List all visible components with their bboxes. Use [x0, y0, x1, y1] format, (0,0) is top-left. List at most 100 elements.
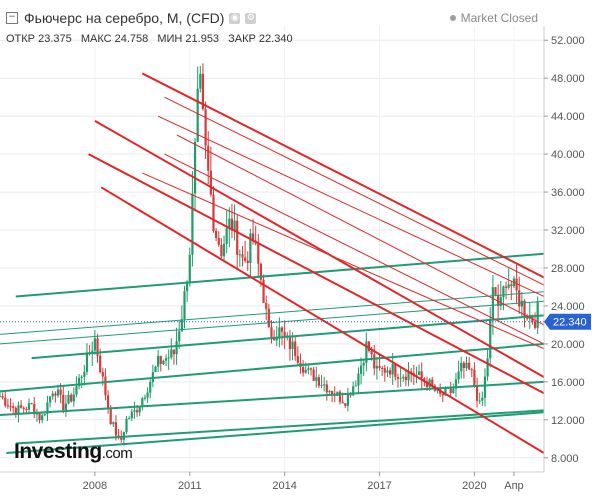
candle-body — [48, 396, 52, 403]
candle-up — [375, 356, 378, 380]
candle-up — [222, 235, 226, 263]
candle-body — [22, 407, 25, 409]
candle-body — [423, 378, 426, 382]
candle-body — [112, 422, 115, 425]
candle-body — [373, 354, 376, 369]
candle-body — [249, 233, 252, 264]
candle-down — [449, 382, 452, 397]
candle-body — [164, 358, 168, 361]
candle-body — [167, 357, 170, 359]
candle-body — [515, 278, 518, 291]
candle-up — [233, 204, 236, 241]
candle-down — [404, 369, 407, 387]
candle-body — [133, 410, 136, 412]
candle-up — [154, 365, 157, 373]
candle-up — [402, 374, 405, 382]
current-price-tag-bg — [544, 313, 591, 330]
candle-down — [217, 231, 220, 248]
candle-body — [375, 365, 378, 369]
candle-up — [170, 338, 173, 360]
candle-up — [399, 367, 402, 387]
candle-body — [468, 362, 471, 370]
candle-body — [320, 384, 323, 386]
candle-up — [359, 357, 363, 385]
trend-lines — [0, 72, 544, 455]
green-trend-line — [0, 300, 544, 345]
candle-down — [159, 355, 162, 372]
candle-up — [191, 170, 194, 267]
collapse-icon[interactable]: − — [6, 12, 18, 24]
candle-up — [75, 376, 78, 398]
candle-body — [518, 290, 521, 307]
candle-down — [504, 281, 508, 300]
green-trend-line — [15, 252, 544, 298]
candle-down — [283, 320, 286, 350]
candle-body — [280, 327, 284, 332]
candle-down — [475, 377, 479, 408]
candle-body — [12, 406, 15, 408]
candle-down — [338, 389, 342, 405]
candle-body — [470, 369, 473, 371]
gear-icon[interactable]: ⚙ — [245, 12, 257, 24]
candle-up — [125, 415, 128, 434]
candle-body — [178, 331, 181, 342]
candle-down — [215, 227, 218, 241]
candle-body — [175, 341, 178, 355]
candle-up — [323, 376, 326, 392]
candle-body — [278, 327, 281, 337]
candle-down — [330, 390, 334, 403]
candle-body — [378, 365, 381, 369]
high-label: МАКС — [80, 33, 112, 45]
candle-body — [99, 355, 102, 373]
candle-body — [162, 360, 165, 365]
candle-down — [270, 320, 273, 344]
candle-down — [38, 412, 41, 424]
candle-down — [388, 367, 392, 378]
candle-down — [267, 303, 270, 328]
candle-body — [233, 220, 236, 231]
candle-body — [114, 422, 118, 436]
candle-down — [257, 234, 260, 279]
y-tick-label: 8.000 — [551, 453, 579, 465]
eye-icon[interactable]: ◉ — [229, 12, 241, 24]
candle-body — [465, 362, 468, 369]
candle-body — [14, 407, 17, 415]
candle-body — [183, 291, 186, 320]
candle-up — [193, 137, 197, 210]
candle-body — [302, 367, 305, 373]
low-value: 21.953 — [185, 33, 220, 45]
candle-body — [154, 366, 157, 373]
candle-body — [125, 418, 128, 433]
y-tick-label: 32.000 — [551, 225, 585, 237]
y-tick-label: 16.000 — [551, 377, 585, 389]
candle-up — [27, 398, 31, 413]
candle-up — [72, 387, 75, 407]
candle-body — [510, 284, 513, 287]
candle-body — [204, 109, 207, 146]
candle-down — [54, 391, 57, 403]
candle-up — [133, 401, 136, 419]
candle-body — [236, 220, 239, 255]
candle-body — [77, 377, 81, 387]
candle-body — [462, 362, 465, 369]
candle-up — [452, 383, 455, 394]
candle-body — [75, 386, 78, 395]
candle-body — [30, 403, 33, 405]
candle-body — [120, 436, 123, 440]
candle-up — [225, 210, 228, 254]
candle-body — [1, 396, 4, 398]
candle-body — [83, 371, 86, 377]
candle-body — [478, 400, 481, 402]
candle-up — [275, 325, 278, 347]
candle-body — [196, 88, 199, 142]
green-trend-line — [31, 314, 544, 360]
candle-body — [417, 371, 421, 375]
candle-up — [196, 66, 199, 143]
candle-body — [309, 368, 313, 370]
candle-body — [262, 279, 265, 303]
candle-up — [143, 394, 147, 401]
candle-body — [93, 338, 96, 351]
candle-up — [454, 372, 458, 398]
candle-down — [441, 392, 444, 403]
